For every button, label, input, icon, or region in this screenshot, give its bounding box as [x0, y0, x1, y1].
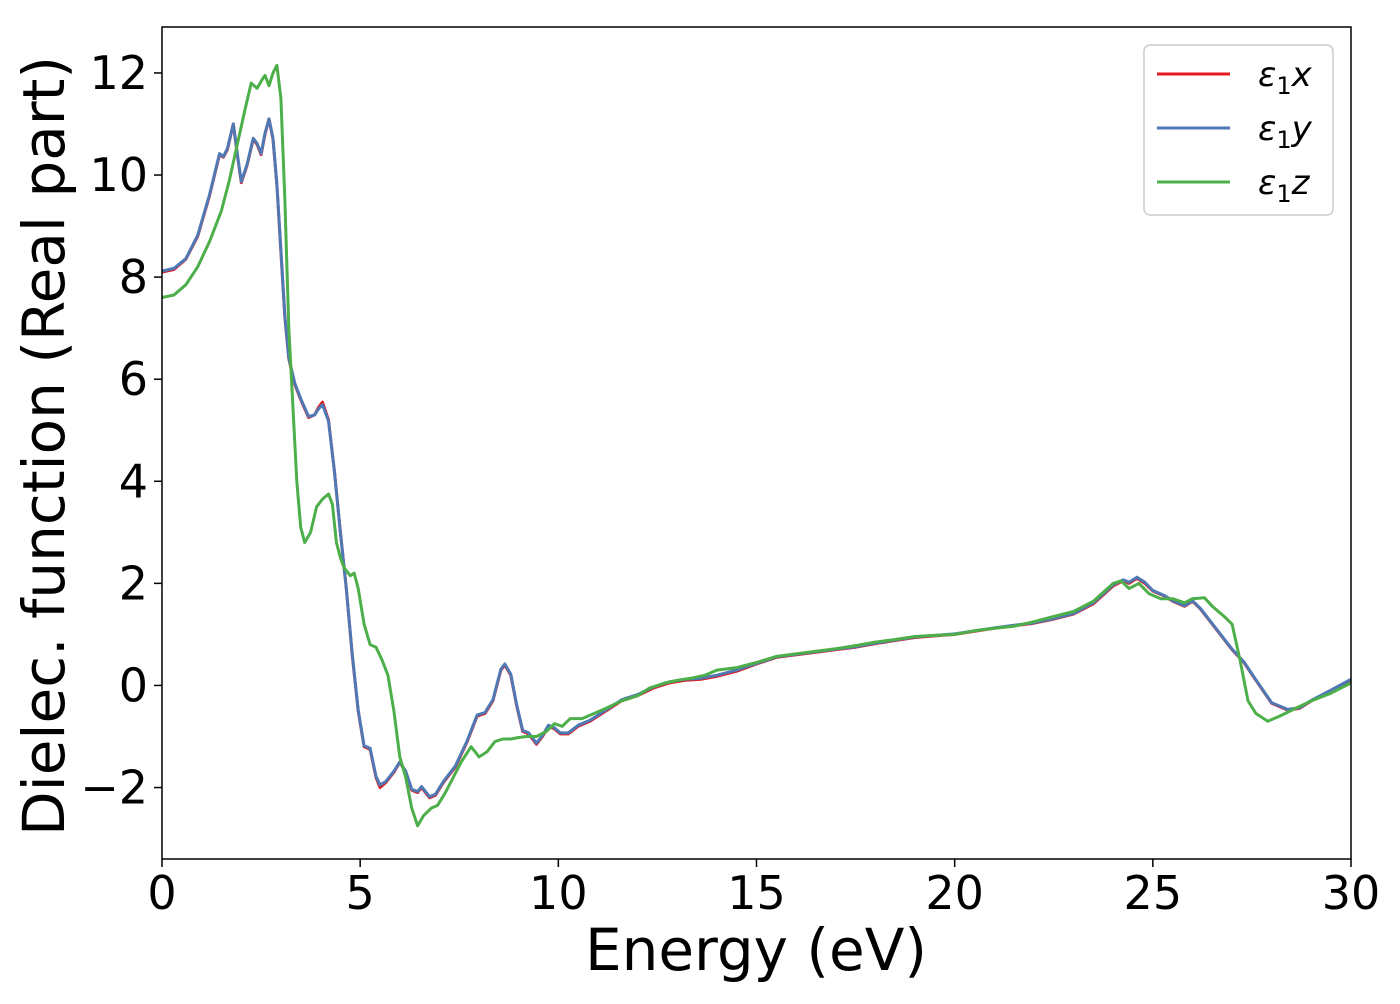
- x-tick-label: 25: [1124, 866, 1183, 920]
- legend-label: ε1y: [1258, 109, 1313, 154]
- legend-frame: [1143, 44, 1334, 216]
- x-axis-title: Energy (eV): [585, 916, 927, 984]
- x-tick-label: 5: [346, 866, 375, 920]
- y-tick-label: 6: [119, 352, 148, 406]
- legend: ε1x ε1y ε1z: [1143, 44, 1334, 216]
- y-axis-title: Dielec. function (Real part): [10, 56, 78, 836]
- y-tick-label: −2: [80, 761, 148, 815]
- legend-label: ε1x: [1258, 55, 1313, 100]
- x-tick-label: 20: [925, 866, 984, 920]
- y-tick-label: 0: [119, 658, 148, 712]
- y-tick-label: 8: [119, 250, 148, 304]
- x-tick-label: 10: [529, 866, 588, 920]
- legend-label: ε1z: [1258, 163, 1311, 208]
- x-tick-label: 15: [727, 866, 786, 920]
- series-line-1: [162, 117, 1351, 799]
- x-tick-label: 0: [147, 866, 176, 920]
- series-line-2: [162, 63, 1351, 828]
- y-tick-label: 2: [119, 556, 148, 610]
- y-tick-label: 10: [89, 148, 148, 202]
- y-tick-label: 12: [89, 46, 148, 100]
- x-tick-label: 30: [1322, 866, 1381, 920]
- y-tick-label: 4: [119, 454, 148, 508]
- series-line-0: [162, 117, 1351, 800]
